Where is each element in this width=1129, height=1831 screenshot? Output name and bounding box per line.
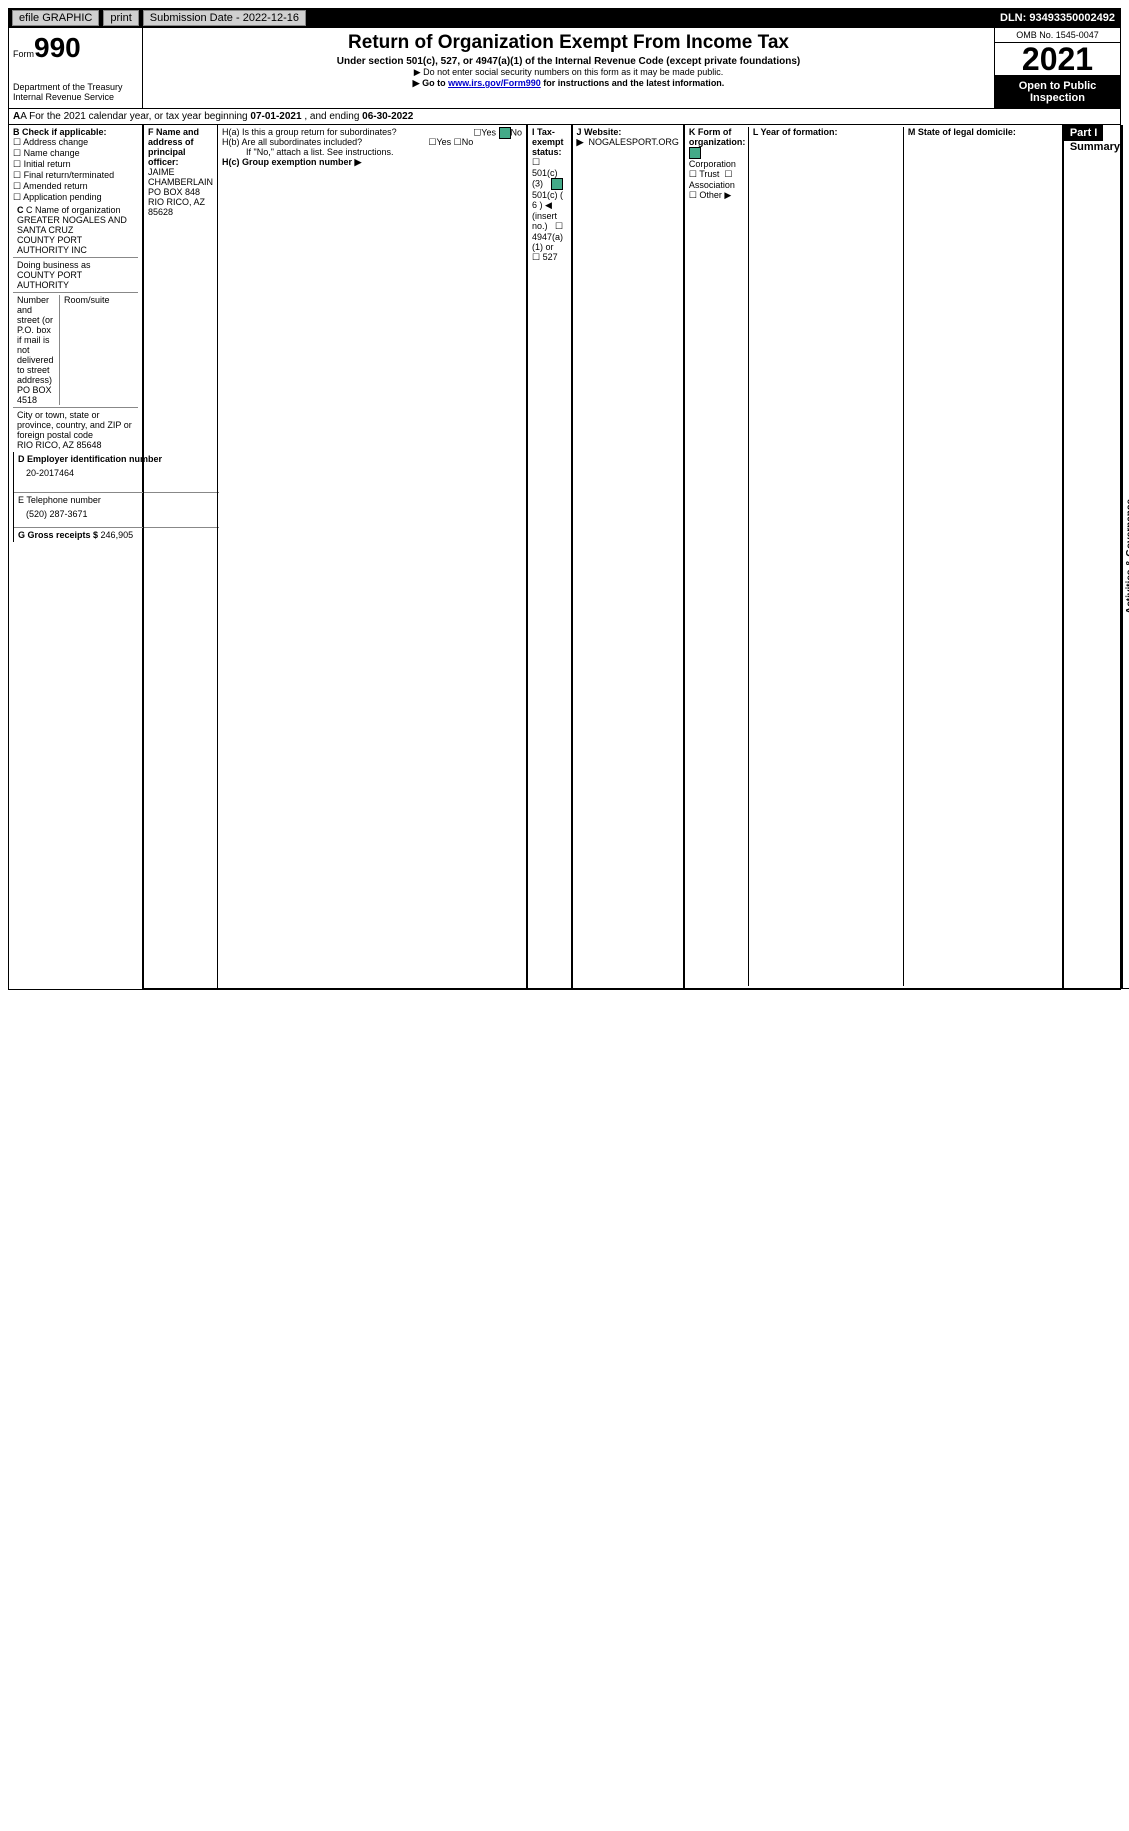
form-number: Form990 (13, 32, 138, 64)
hc-exemption: H(c) Group exemption number ▶ (222, 157, 522, 168)
tax-year: 2021 (995, 43, 1120, 76)
chk-final-return[interactable]: ☐ Final return/terminated (13, 170, 138, 181)
dba-label: Doing business as (17, 260, 134, 270)
city-label: City or town, state or province, country… (17, 410, 134, 440)
officer-addr2: RIO RICO, AZ 85628 (148, 197, 213, 217)
part1-activities: Activities & Governance 1 Briefly descri… (1121, 125, 1129, 989)
c-label: C C Name of organization (17, 205, 134, 215)
room-suite: Room/suite (60, 295, 134, 405)
chk-initial-return[interactable]: ☐ Initial return (13, 159, 138, 170)
chk-application-pending[interactable]: ☐ Application pending (13, 192, 138, 203)
form-title: Return of Organization Exempt From Incom… (147, 32, 990, 54)
part1-header: Part I Summary (1063, 125, 1121, 989)
b-label: B Check if applicable: (13, 127, 107, 137)
org-name-1: GREATER NOGALES AND SANTA CRUZ (17, 215, 134, 235)
org-name-2: COUNTY PORT AUTHORITY INC (17, 235, 134, 255)
addr-label: Number and street (or P.O. box if mail i… (17, 295, 55, 385)
row-a-tax-year: AA For the 2021 calendar year, or tax ye… (8, 109, 1121, 125)
dba-value: COUNTY PORT AUTHORITY (17, 270, 134, 290)
efile-button[interactable]: efile GRAPHIC (12, 10, 99, 26)
hb-note: If "No," attach a list. See instructions… (222, 147, 522, 157)
print-button[interactable]: print (103, 10, 138, 26)
form-header: Form990 Department of the Treasury Inter… (8, 28, 1121, 109)
submission-date: Submission Date - 2022-12-16 (143, 10, 306, 26)
section-b-through-g: B Check if applicable: ☐ Address change … (8, 125, 1121, 990)
vert-activities: Activities & Governance (1122, 125, 1129, 988)
form-subtitle: Under section 501(c), 527, or 4947(a)(1)… (147, 56, 990, 67)
goto-note: ▶ Go to www.irs.gov/Form990 for instruct… (147, 78, 990, 89)
d-label: D Employer identification number (18, 454, 162, 464)
chk-amended-return[interactable]: ☐ Amended return (13, 181, 138, 192)
irs-link[interactable]: www.irs.gov/Form990 (448, 78, 541, 88)
top-bar: efile GRAPHIC print Submission Date - 20… (8, 8, 1121, 28)
section-f-h: F Name and address of principal officer:… (143, 125, 527, 989)
open-public: Open to Public Inspection (995, 76, 1120, 108)
chk-address-change[interactable]: ☐ Address change ☐ Name change ☐ Initial… (13, 137, 138, 203)
row-k-form-org: K Form of organization: Corporation ☐ Tr… (684, 125, 1063, 989)
ha-group-return: H(a) Is this a group return for subordin… (222, 127, 522, 137)
officer-name: JAIME CHAMBERLAIN (148, 167, 213, 187)
chk-name-change[interactable]: ☐ Name change (13, 148, 138, 159)
dept-treasury: Department of the Treasury (13, 82, 138, 92)
irs-label: Internal Revenue Service (13, 92, 138, 102)
row-j-website: J Website: ▶ NOGALESPORT.ORG (572, 125, 684, 989)
row-i-tax-status: I Tax-exempt status: ☐ 501(c)(3) 501(c) … (527, 125, 572, 989)
dln: DLN: 93493350002492 (994, 12, 1121, 24)
ssn-note: ▶ Do not enter social security numbers o… (147, 67, 990, 78)
addr-value: PO BOX 4518 (17, 385, 55, 405)
officer-addr1: PO BOX 848 (148, 187, 213, 197)
city-value: RIO RICO, AZ 85648 (17, 440, 134, 450)
f-label: F Name and address of principal officer: (148, 127, 199, 167)
